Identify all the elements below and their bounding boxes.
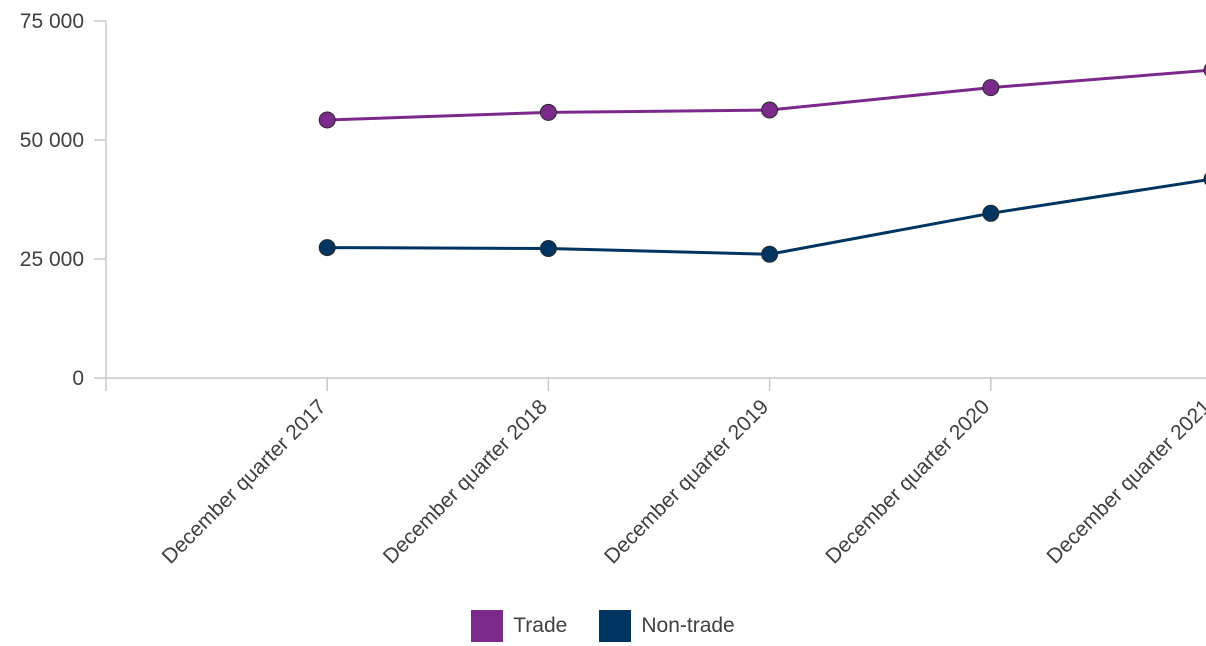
legend-swatch-trade	[471, 610, 504, 642]
data-point	[982, 79, 1000, 97]
y-axis: 0 25 000 50 000 75 000	[20, 10, 107, 390]
legend-item-trade[interactable]: Trade	[471, 610, 567, 642]
series-non-trade	[318, 173, 1206, 263]
legend-label-non-trade: Non-trade	[641, 614, 735, 637]
data-point	[318, 239, 336, 257]
x-tick-label: December quarter 2020	[821, 395, 994, 568]
y-tick-label: 25 000	[20, 248, 84, 271]
series-trade	[318, 64, 1206, 129]
data-point	[982, 204, 1000, 222]
legend-label-trade: Trade	[513, 614, 568, 637]
data-point	[318, 111, 336, 129]
legend: Trade Non-trade	[0, 608, 1206, 644]
x-tick-label: December quarter 2018	[379, 395, 552, 568]
x-axis: December quarter 2017 December quarter 20…	[105, 377, 1206, 568]
legend-swatch-non-trade	[599, 610, 632, 642]
x-tick-label: December quarter 2021	[1042, 395, 1206, 568]
x-tick-label: December quarter 2017	[158, 395, 331, 568]
x-tick-label: December quarter 2019	[600, 395, 773, 568]
y-tick-label: 75 000	[20, 10, 84, 33]
data-point	[539, 240, 557, 258]
y-tick-label: 0	[72, 367, 84, 390]
data-point	[761, 245, 779, 263]
legend-item-non-trade[interactable]: Non-trade	[599, 610, 735, 642]
y-tick-label: 50 000	[20, 129, 84, 152]
data-point	[539, 103, 557, 121]
data-point	[761, 101, 779, 119]
series-group	[318, 64, 1206, 263]
series-line	[327, 178, 1206, 256]
